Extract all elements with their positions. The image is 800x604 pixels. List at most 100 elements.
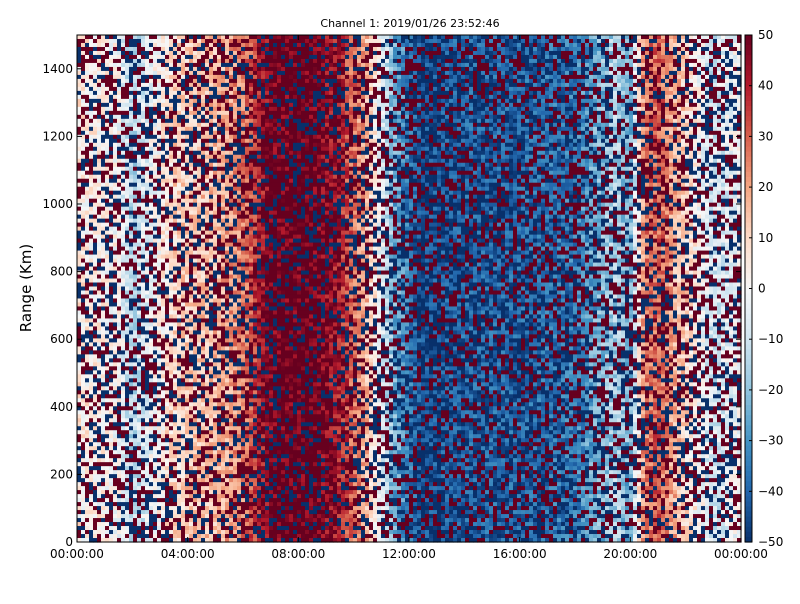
heatmap-cell [165, 430, 170, 435]
heatmap-cell [221, 91, 226, 96]
heatmap-cell [197, 510, 202, 515]
heatmap-cell [101, 310, 106, 315]
heatmap-cell [177, 434, 182, 439]
heatmap-cell [129, 434, 134, 439]
heatmap-cell [201, 251, 206, 256]
heatmap-cell [101, 406, 106, 411]
heatmap-cell [197, 462, 202, 467]
heatmap-cell [229, 302, 234, 307]
heatmap-cell [97, 478, 102, 483]
heatmap-cell [229, 462, 234, 467]
heatmap-cell [185, 418, 190, 423]
heatmap-cell [213, 123, 218, 128]
heatmap-cell [101, 438, 106, 443]
heatmap-cell [217, 494, 222, 499]
heatmap-cell [129, 374, 134, 379]
heatmap-cell [121, 518, 126, 523]
heatmap-cell [153, 298, 158, 303]
heatmap-cell [141, 47, 146, 52]
heatmap-cell [177, 171, 182, 176]
heatmap-cell [221, 330, 226, 335]
heatmap-cell [105, 211, 110, 216]
heatmap-cell [229, 135, 234, 140]
heatmap-cell [97, 79, 102, 84]
heatmap-cell [113, 522, 118, 527]
heatmap-cell [177, 366, 182, 371]
heatmap-cell [117, 155, 122, 160]
heatmap-cell [141, 458, 146, 463]
heatmap-cell [185, 526, 190, 531]
heatmap-cell [113, 454, 118, 459]
heatmap-cell [129, 458, 134, 463]
heatmap-cell [145, 115, 150, 120]
heatmap-cell [125, 43, 130, 48]
heatmap-cell [213, 438, 218, 443]
heatmap-cell [113, 187, 118, 192]
heatmap-cell [81, 147, 86, 152]
heatmap-cell [213, 350, 218, 355]
heatmap-cell [77, 454, 82, 459]
heatmap-cell [153, 438, 158, 443]
heatmap-cell [105, 187, 110, 192]
heatmap-cell [85, 502, 90, 507]
heatmap-cell [133, 99, 138, 104]
heatmap-cell [125, 298, 130, 303]
heatmap-cell [97, 103, 102, 108]
heatmap-cell [141, 203, 146, 208]
heatmap-cell [133, 430, 138, 435]
heatmap-cell [221, 223, 226, 228]
heatmap-cell [113, 310, 118, 315]
heatmap-cell [229, 247, 234, 252]
heatmap-cell [181, 494, 186, 499]
heatmap-cell [137, 466, 142, 471]
heatmap-cell [109, 390, 114, 395]
heatmap-cell [85, 287, 90, 292]
heatmap-cell [217, 298, 222, 303]
heatmap-cell [113, 179, 118, 184]
heatmap-cell [189, 95, 194, 100]
heatmap-cell [153, 306, 158, 311]
heatmap-cell [113, 494, 118, 499]
heatmap-cell [153, 179, 158, 184]
heatmap-cell [177, 438, 182, 443]
heatmap-cell [117, 191, 122, 196]
heatmap-cell [109, 291, 114, 296]
heatmap-cell [117, 127, 122, 132]
heatmap-cell [193, 394, 198, 399]
heatmap-cell [177, 155, 182, 160]
heatmap-cell [141, 131, 146, 136]
heatmap-cell [117, 87, 122, 92]
heatmap-cell [149, 223, 154, 228]
heatmap-cell [197, 470, 202, 475]
heatmap-cell [101, 251, 106, 256]
heatmap-cell [173, 139, 178, 144]
heatmap-cell [89, 458, 94, 463]
heatmap-cell [209, 330, 214, 335]
heatmap-cell [193, 386, 198, 391]
heatmap-cell [193, 115, 198, 120]
heatmap-cell [157, 119, 162, 124]
heatmap-cell [229, 87, 234, 92]
heatmap-cell [113, 155, 118, 160]
heatmap-cell [221, 255, 226, 260]
heatmap-cell [221, 386, 226, 391]
heatmap-cell [173, 334, 178, 339]
heatmap-cell [197, 318, 202, 323]
heatmap-cell [225, 450, 230, 455]
heatmap-cell [109, 111, 114, 116]
heatmap-cell [153, 322, 158, 327]
heatmap-cell [85, 490, 90, 495]
heatmap-cell [209, 231, 214, 236]
heatmap-cell [117, 446, 122, 451]
heatmap-cell [225, 498, 230, 503]
heatmap-cell [173, 458, 178, 463]
heatmap-cell [125, 494, 130, 499]
heatmap-cell [201, 298, 206, 303]
heatmap-cell [161, 51, 166, 56]
heatmap-cell [97, 275, 102, 280]
heatmap-cell [89, 255, 94, 260]
heatmap-cell [97, 358, 102, 363]
heatmap-cell [205, 107, 210, 112]
heatmap-cell [93, 430, 98, 435]
heatmap-cell [217, 47, 222, 52]
